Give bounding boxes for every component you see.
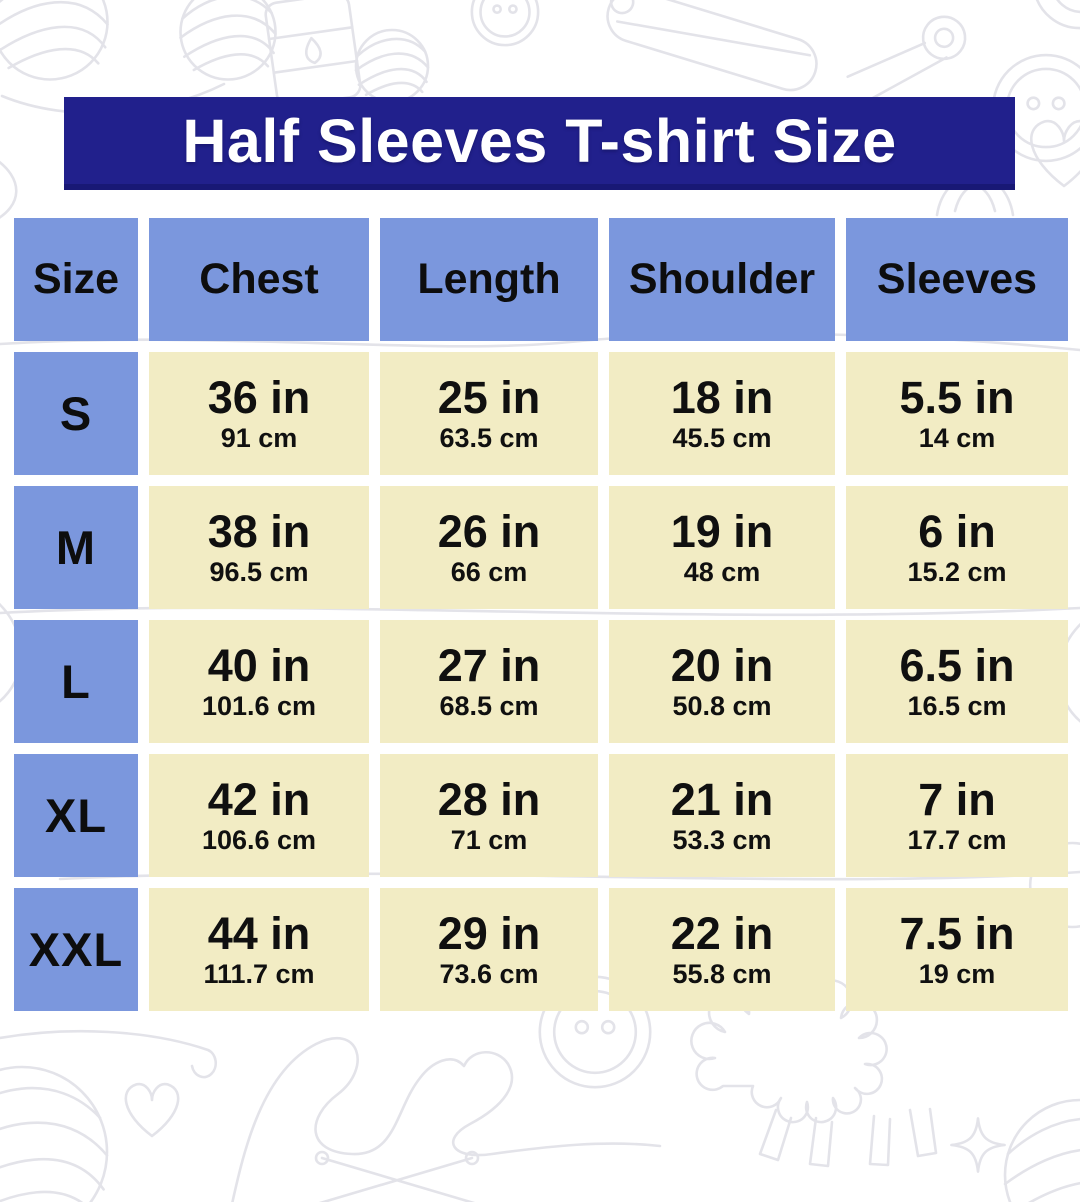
cell-value-in: 20 in	[670, 639, 774, 691]
cell-value-cm: 48 cm	[683, 557, 761, 588]
yarn-ball-doodle	[355, 29, 429, 103]
crochet-hook-doodle	[0, 1031, 216, 1077]
cell-xxl-shoulder: 22 in 55.8 cm	[609, 888, 835, 1011]
column-header-sleeves: Sleeves	[846, 218, 1068, 341]
cell-xl-chest: 42 in 106.6 cm	[149, 754, 369, 877]
cell-value-in: 29 in	[437, 907, 541, 959]
cell-xxl-length: 29 in 73.6 cm	[380, 888, 598, 1011]
cell-s-length: 25 in 63.5 cm	[380, 352, 598, 475]
cell-l-sleeves: 6.5 in 16.5 cm	[846, 620, 1068, 743]
cell-l-shoulder: 20 in 50.8 cm	[609, 620, 835, 743]
cell-value-cm: 71 cm	[450, 825, 528, 856]
size-chart-table: Size Chest Length Shoulder Sleeves S 36 in 91 c…	[14, 218, 1068, 1011]
cell-value-cm: 55.8 cm	[672, 959, 772, 990]
cell-value-cm: 91 cm	[220, 423, 298, 454]
cell-value-in: 7 in	[918, 773, 996, 825]
cell-value-in: 28 in	[437, 773, 541, 825]
cell-value-cm: 14 cm	[918, 423, 996, 454]
cell-xl-sleeves: 7 in 17.7 cm	[846, 754, 1068, 877]
cell-value-in: 36 in	[207, 371, 311, 423]
thread-heart-squiggle-doodle	[232, 1038, 660, 1202]
cell-value-in: 21 in	[670, 773, 774, 825]
yarn-ball-doodle	[1003, 1098, 1080, 1202]
cell-value-cm: 50.8 cm	[672, 691, 772, 722]
row-label-l: L	[14, 620, 138, 743]
cell-xl-shoulder: 21 in 53.3 cm	[609, 754, 835, 877]
title-banner: Half Sleeves T-shirt Size	[64, 97, 1015, 190]
yarn-ball-doodle	[0, 1067, 107, 1202]
cell-l-chest: 40 in 101.6 cm	[149, 620, 369, 743]
cell-value-cm: 111.7 cm	[203, 959, 315, 990]
safety-pin-doodle	[601, 0, 823, 96]
column-header-chest: Chest	[149, 218, 369, 341]
cell-value-cm: 106.6 cm	[201, 825, 317, 856]
cell-value-cm: 66 cm	[450, 557, 528, 588]
cell-s-chest: 36 in 91 cm	[149, 352, 369, 475]
row-label-s: S	[14, 352, 138, 475]
cell-xxl-chest: 44 in 111.7 cm	[149, 888, 369, 1011]
knitted-patch-doodle	[264, 0, 362, 107]
cell-value-in: 19 in	[670, 505, 774, 557]
cell-value-in: 5.5 in	[899, 371, 1015, 423]
cell-value-in: 38 in	[207, 505, 311, 557]
safety-pin-doodle	[843, 0, 974, 128]
cell-value-in: 42 in	[207, 773, 311, 825]
sparkle-doodle	[950, 1117, 1006, 1173]
cell-value-in: 44 in	[207, 907, 311, 959]
cell-value-cm: 15.2 cm	[907, 557, 1007, 588]
cell-value-in: 7.5 in	[899, 907, 1015, 959]
heart-doodle	[124, 1082, 180, 1138]
column-header-shoulder: Shoulder	[609, 218, 835, 341]
cell-l-length: 27 in 68.5 cm	[380, 620, 598, 743]
page-title: Half Sleeves T-shirt Size	[182, 106, 897, 175]
column-header-length: Length	[380, 218, 598, 341]
yarn-ball-doodle	[179, 0, 277, 81]
cell-value-in: 6 in	[918, 505, 996, 557]
cell-xxl-sleeves: 7.5 in 19 cm	[846, 888, 1068, 1011]
bracket-doodle	[0, 158, 16, 222]
cell-value-in: 6.5 in	[899, 639, 1015, 691]
cell-m-sleeves: 6 in 15.2 cm	[846, 486, 1068, 609]
cell-value-cm: 68.5 cm	[439, 691, 539, 722]
cell-value-cm: 101.6 cm	[201, 691, 317, 722]
cell-value-cm: 96.5 cm	[209, 557, 309, 588]
cell-value-in: 25 in	[437, 371, 541, 423]
cell-value-cm: 45.5 cm	[672, 423, 772, 454]
button-doodle	[470, 0, 540, 47]
column-header-size: Size	[14, 218, 138, 341]
yarn-corner-doodle	[1034, 0, 1080, 28]
cell-value-cm: 16.5 cm	[907, 691, 1007, 722]
cell-value-in: 18 in	[670, 371, 774, 423]
cell-s-shoulder: 18 in 45.5 cm	[609, 352, 835, 475]
cell-value-cm: 17.7 cm	[907, 825, 1007, 856]
cell-s-sleeves: 5.5 in 14 cm	[846, 352, 1068, 475]
row-label-xl: XL	[14, 754, 138, 877]
cell-m-shoulder: 19 in 48 cm	[609, 486, 835, 609]
yarn-ball-doodle	[0, 0, 109, 81]
cell-m-chest: 38 in 96.5 cm	[149, 486, 369, 609]
cell-xl-length: 28 in 71 cm	[380, 754, 598, 877]
cell-value-cm: 63.5 cm	[439, 423, 539, 454]
knitting-needles-doodle	[310, 1152, 484, 1202]
row-label-xxl: XXL	[14, 888, 138, 1011]
cell-value-cm: 19 cm	[918, 959, 996, 990]
cell-value-in: 22 in	[670, 907, 774, 959]
row-label-m: M	[14, 486, 138, 609]
cell-value-cm: 53.3 cm	[672, 825, 772, 856]
sheep-doodle	[691, 970, 936, 1166]
cell-value-in: 26 in	[437, 505, 541, 557]
cell-value-cm: 73.6 cm	[439, 959, 539, 990]
cell-value-in: 27 in	[437, 639, 541, 691]
cell-value-in: 40 in	[207, 639, 311, 691]
cell-m-length: 26 in 66 cm	[380, 486, 598, 609]
